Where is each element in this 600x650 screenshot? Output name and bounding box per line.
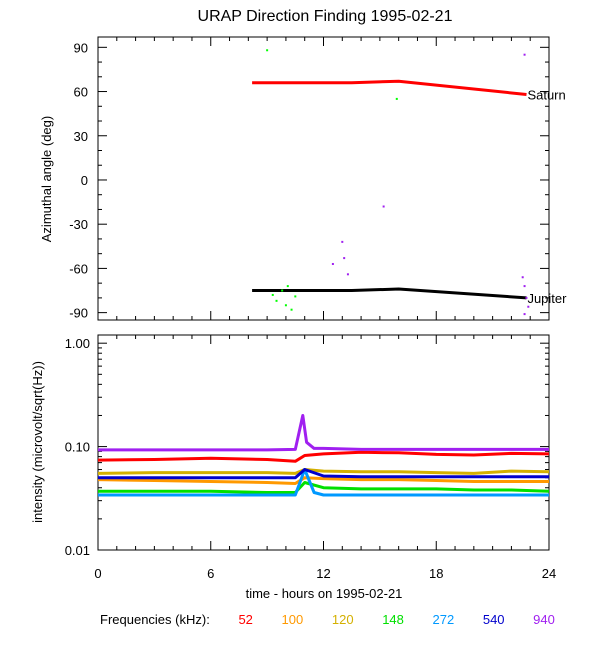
azimuth-series-label-saturn: Saturn <box>527 87 565 102</box>
azimuth-panel: 90 60 30 0 -30 -60 -90 Saturn Jupiter Azimuthal… <box>39 36 567 321</box>
azimuth-scatter-point <box>382 205 385 208</box>
azimuth-scatter-point <box>275 299 278 302</box>
azimuth-series-jupiter <box>252 287 527 300</box>
azimuth-scatter-point <box>284 304 287 307</box>
azimuth-scatter-point <box>271 293 274 296</box>
azimuth-y-tick-label: 60 <box>74 85 88 100</box>
azimuth-y-tick-label: -60 <box>69 261 88 276</box>
frequency-legend-label: Frequencies (kHz): <box>100 612 210 627</box>
time-x-axis-label: time - hours on 1995-02-21 <box>246 586 403 601</box>
azimuth-scatter-point <box>290 308 293 311</box>
frequency-legend-item-120: 120 <box>331 612 354 627</box>
azimuth-scatter-point <box>527 305 530 308</box>
frequency-legend-item-540: 540 <box>482 612 505 627</box>
azimuth-y-tick-label: -30 <box>69 217 88 232</box>
intensity-y-tick-label: 0.01 <box>65 543 90 558</box>
frequency-legend-item-272: 272 <box>432 612 455 627</box>
azimuth-y-axis-label: Azimuthal angle (deg) <box>39 116 54 242</box>
intensity-x-tick-label: 6 <box>207 566 214 581</box>
intensity-series-52khz <box>97 450 550 463</box>
intensity-y-tick-label: 0.10 <box>65 440 90 455</box>
azimuth-scatter-point <box>281 289 284 292</box>
azimuth-marks: Saturn Jupiter <box>252 49 567 316</box>
azimuth-y-tick-label: 30 <box>74 129 88 144</box>
azimuth-scatter-point <box>523 53 526 56</box>
azimuth-scatter-point <box>343 257 346 260</box>
intensity-plot-frame <box>97 334 550 551</box>
azimuth-scatter-point <box>294 295 297 298</box>
intensity-series-120khz <box>97 468 550 475</box>
intensity-y-axis-label: intensity (microvolt/sqrt(Hz)) <box>30 361 45 523</box>
azimuth-scatter-point <box>286 285 289 288</box>
frequency-legend-item-100: 100 <box>281 612 304 627</box>
azimuth-scatter-point <box>523 285 526 288</box>
azimuth-scatter-point <box>525 296 528 299</box>
azimuth-scatter-point <box>521 276 524 279</box>
intensity-marks <box>97 414 550 497</box>
azimuth-ticks: 90 60 30 0 -30 -60 -90 <box>69 37 550 321</box>
azimuth-scatter-point <box>266 49 269 52</box>
intensity-series-540khz <box>98 468 549 480</box>
azimuth-plot-frame <box>97 36 550 321</box>
azimuth-scatter-point <box>346 273 349 276</box>
frequency-legend-item-148: 148 <box>382 612 404 627</box>
azimuth-scatter-point <box>341 240 344 243</box>
intensity-x-tick-label: 18 <box>429 566 443 581</box>
intensity-x-tick-label: 0 <box>94 566 101 581</box>
azimuth-scatter-point <box>331 262 334 265</box>
intensity-series-940khz <box>98 414 549 452</box>
intensity-series-100khz <box>97 476 549 485</box>
azimuth-y-tick-label: 90 <box>74 40 88 55</box>
intensity-y-tick-label: 1.00 <box>65 336 90 351</box>
intensity-series-148khz <box>98 481 550 494</box>
azimuth-series-label-jupiter: Jupiter <box>527 291 567 306</box>
intensity-series-272khz <box>98 468 549 497</box>
azimuth-series-saturn <box>252 79 527 96</box>
azimuth-y-tick-label: -90 <box>69 306 88 321</box>
intensity-x-tick-label: 12 <box>316 566 330 581</box>
intensity-ticks: 1.00 0.10 0.01 0 6 12 18 24 <box>65 335 556 581</box>
intensity-x-tick-label: 24 <box>542 566 556 581</box>
frequency-legend-item-52: 52 <box>238 612 253 627</box>
azimuth-y-tick-label: 0 <box>81 173 88 188</box>
azimuth-scatter-point <box>395 97 398 100</box>
intensity-panel: 1.00 0.10 0.01 0 6 12 18 24 intensity (microvol… <box>30 334 556 601</box>
chart-title: URAP Direction Finding 1995-02-21 <box>198 8 453 25</box>
frequency-legend: Frequencies (kHz): 52 100 120 148 272 54… <box>100 612 555 627</box>
frequency-legend-item-940: 940 <box>533 612 555 627</box>
azimuth-scatter-point <box>523 313 526 316</box>
